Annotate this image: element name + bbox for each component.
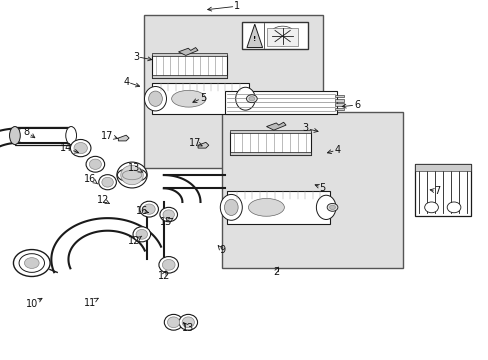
Text: 17: 17 [101,131,117,140]
Ellipse shape [74,143,87,154]
Ellipse shape [102,177,113,187]
Bar [229,130,310,133]
Bar [334,99,343,102]
Bar [224,91,337,114]
Ellipse shape [117,162,147,188]
Ellipse shape [14,249,50,276]
Ellipse shape [148,91,162,106]
Ellipse shape [24,258,39,269]
Text: 4: 4 [123,77,140,87]
Ellipse shape [160,207,177,222]
Ellipse shape [163,210,174,219]
Polygon shape [198,142,208,148]
Ellipse shape [117,168,146,182]
Ellipse shape [122,170,142,180]
Ellipse shape [326,203,337,211]
Text: 5: 5 [314,183,325,193]
Text: 6: 6 [342,100,359,110]
Bar [266,28,298,46]
Ellipse shape [164,314,183,330]
Text: 16: 16 [135,206,148,216]
Ellipse shape [140,201,158,217]
Bar [227,191,329,224]
Ellipse shape [316,195,335,220]
Text: 2: 2 [273,267,279,277]
Text: 14: 14 [60,143,79,153]
Ellipse shape [246,95,257,103]
Ellipse shape [179,314,197,330]
Ellipse shape [162,260,175,270]
Polygon shape [178,48,198,55]
Bar [334,108,343,111]
Text: 16: 16 [84,174,98,184]
Ellipse shape [167,317,180,328]
Text: 10: 10 [25,298,42,309]
Ellipse shape [136,229,147,239]
Text: 4: 4 [327,145,340,155]
Ellipse shape [329,205,335,210]
Text: 9: 9 [218,246,225,256]
Ellipse shape [89,159,101,170]
Polygon shape [266,122,285,130]
Text: 3: 3 [302,123,317,133]
Text: 15: 15 [160,217,172,227]
Ellipse shape [235,87,255,110]
Text: 13: 13 [128,163,142,173]
Text: 3: 3 [133,51,151,62]
Bar [229,152,310,155]
Bar [222,112,403,269]
Ellipse shape [182,317,194,328]
Ellipse shape [268,26,295,46]
Bar [334,103,343,106]
Ellipse shape [19,254,44,273]
Bar [151,75,227,78]
Ellipse shape [446,202,460,213]
Ellipse shape [65,127,76,144]
Text: 1: 1 [207,1,240,11]
Bar [151,84,249,114]
Ellipse shape [224,199,238,215]
Bar [242,22,307,49]
Ellipse shape [424,202,437,213]
Bar [414,164,470,171]
Ellipse shape [121,165,143,185]
Ellipse shape [70,139,91,157]
Bar [151,53,227,56]
Ellipse shape [86,156,104,172]
Ellipse shape [143,204,155,214]
Text: 13: 13 [182,323,194,333]
Text: 12: 12 [128,236,142,247]
Text: !: ! [253,36,256,42]
Bar [15,127,71,144]
Text: 17: 17 [189,138,202,148]
Bar [144,15,322,168]
Bar [414,164,470,216]
Ellipse shape [159,257,178,273]
Bar [334,95,343,98]
Ellipse shape [9,127,20,144]
Text: 11: 11 [84,297,98,307]
Text: 5: 5 [192,93,205,103]
Ellipse shape [144,86,166,111]
Text: 12: 12 [157,271,170,280]
Ellipse shape [248,96,254,101]
Bar [229,132,310,155]
Ellipse shape [220,194,242,220]
Polygon shape [246,24,262,48]
Ellipse shape [99,175,116,190]
Text: 7: 7 [429,186,440,196]
Text: 12: 12 [96,195,109,205]
Ellipse shape [248,198,284,216]
Ellipse shape [133,227,150,242]
Polygon shape [118,135,129,141]
Ellipse shape [171,90,205,107]
Text: 8: 8 [24,127,35,138]
Bar [151,55,227,78]
